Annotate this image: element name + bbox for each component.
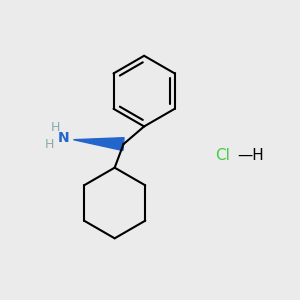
Polygon shape xyxy=(74,138,124,151)
Text: N: N xyxy=(57,131,69,145)
Text: Cl: Cl xyxy=(215,148,230,164)
Text: —H: —H xyxy=(237,148,264,164)
Text: H: H xyxy=(50,121,60,134)
Text: H: H xyxy=(45,139,54,152)
